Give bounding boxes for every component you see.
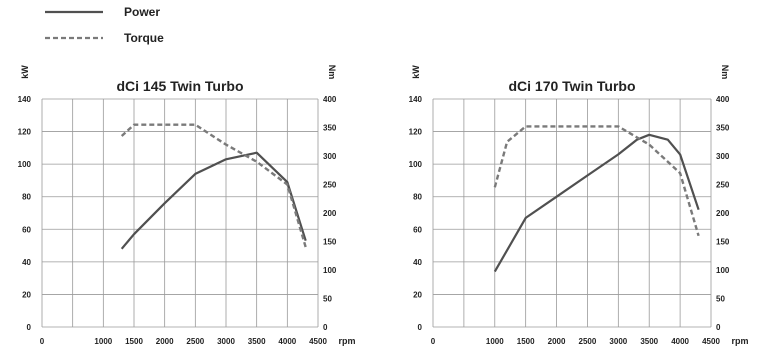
x-tick-label: 4500 bbox=[309, 337, 327, 346]
y-right-tick-label: 250 bbox=[716, 181, 730, 190]
y-left-tick-label: 0 bbox=[27, 323, 32, 332]
y-right-tick-label: 150 bbox=[716, 238, 730, 247]
y-left-tick-label: 80 bbox=[413, 193, 422, 202]
x-tick-label: 2000 bbox=[548, 337, 566, 346]
y-axis-left-label: kW bbox=[411, 65, 421, 79]
x-tick-label: 3000 bbox=[609, 337, 627, 346]
x-tick-label: 3000 bbox=[217, 337, 235, 346]
y-right-tick-label: 350 bbox=[323, 124, 337, 133]
chart-grid bbox=[432, 98, 712, 328]
x-tick-label: 4500 bbox=[702, 337, 720, 346]
x-tick-label: 2500 bbox=[579, 337, 597, 346]
x-axis-label: rpm bbox=[731, 336, 748, 346]
y-right-tick-label: 150 bbox=[323, 238, 337, 247]
y-right-tick-label: 50 bbox=[716, 295, 725, 304]
x-tick-label: 2500 bbox=[186, 337, 204, 346]
y-left-tick-label: 100 bbox=[409, 160, 423, 169]
chart-title: dCi 145 Twin Turbo bbox=[116, 78, 243, 94]
legend-entry-torque: Torque bbox=[45, 31, 164, 45]
legend-label-torque: Torque bbox=[124, 31, 164, 45]
x-tick-label: 0 bbox=[431, 337, 436, 346]
y-right-tick-label: 100 bbox=[323, 266, 337, 275]
y-left-tick-label: 140 bbox=[409, 95, 423, 104]
y-left-tick-label: 20 bbox=[22, 290, 31, 299]
x-tick-label: 3500 bbox=[640, 337, 658, 346]
legend-entry-power: Power bbox=[45, 5, 160, 19]
y-left-tick-label: 100 bbox=[18, 160, 32, 169]
y-axis-right-label: Nm bbox=[720, 65, 730, 80]
x-tick-label: 1000 bbox=[94, 337, 112, 346]
y-left-tick-label: 0 bbox=[418, 323, 423, 332]
y-axis-left-label: kW bbox=[20, 65, 30, 79]
y-right-tick-label: 100 bbox=[716, 266, 730, 275]
y-left-tick-label: 80 bbox=[22, 193, 31, 202]
y-left-tick-label: 60 bbox=[22, 225, 31, 234]
x-tick-label: 1500 bbox=[517, 337, 535, 346]
chart-title: dCi 170 Twin Turbo bbox=[508, 78, 635, 94]
y-right-tick-label: 250 bbox=[323, 181, 337, 190]
y-left-tick-label: 20 bbox=[413, 290, 422, 299]
chart-2: dCi 170 Twin Turbo kW Nm rpm 0 20 40 60 80 100 120… bbox=[409, 65, 749, 346]
y-right-tick-label: 0 bbox=[716, 323, 721, 332]
y-right-tick-label: 0 bbox=[323, 323, 328, 332]
y-right-tick-label: 50 bbox=[323, 295, 332, 304]
x-axis-label: rpm bbox=[338, 336, 355, 346]
y-right-tick-label: 200 bbox=[323, 209, 337, 218]
y-left-tick-label: 60 bbox=[413, 225, 422, 234]
x-tick-label: 3500 bbox=[248, 337, 266, 346]
chart-legend: Power Torque bbox=[45, 5, 164, 45]
x-tick-label: 2000 bbox=[156, 337, 174, 346]
y-right-tick-label: 350 bbox=[716, 124, 730, 133]
x-tick-label: 0 bbox=[40, 337, 45, 346]
x-tick-label: 1500 bbox=[125, 337, 143, 346]
x-tick-label: 1000 bbox=[486, 337, 504, 346]
series-line-torque bbox=[493, 125, 700, 237]
series-line-power bbox=[493, 133, 700, 273]
y-left-tick-label: 140 bbox=[18, 95, 32, 104]
y-left-tick-label: 40 bbox=[413, 258, 422, 267]
y-axis-right-label: Nm bbox=[327, 65, 337, 80]
y-left-tick-label: 120 bbox=[409, 128, 423, 137]
legend-label-power: Power bbox=[124, 5, 160, 19]
x-tick-label: 4000 bbox=[671, 337, 689, 346]
y-right-tick-label: 200 bbox=[716, 209, 730, 218]
series-line-torque bbox=[120, 123, 307, 248]
x-tick-label: 4000 bbox=[278, 337, 296, 346]
y-left-tick-label: 40 bbox=[22, 258, 31, 267]
y-right-tick-label: 300 bbox=[323, 152, 337, 161]
y-right-tick-label: 300 bbox=[716, 152, 730, 161]
series-line-power bbox=[120, 151, 307, 250]
chart-grid bbox=[41, 98, 319, 328]
y-right-tick-label: 400 bbox=[323, 95, 337, 104]
chart-1: dCi 145 Twin Turbo kW Nm rpm 0 20 40 60 80 100 120… bbox=[18, 65, 356, 346]
y-right-tick-label: 400 bbox=[716, 95, 730, 104]
y-left-tick-label: 120 bbox=[18, 128, 32, 137]
